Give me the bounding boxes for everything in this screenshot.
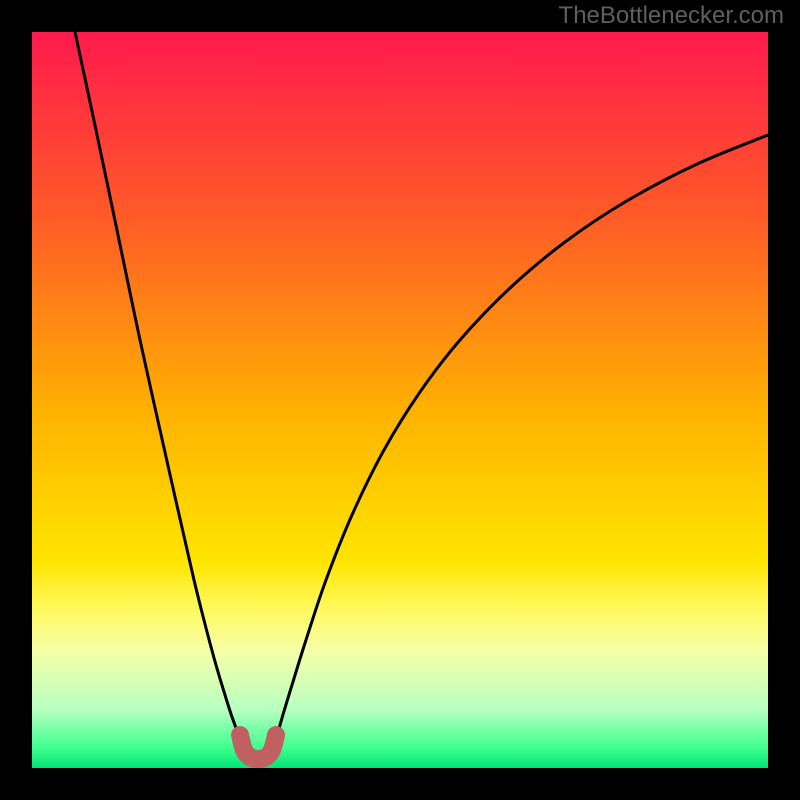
curve-left-branch bbox=[75, 32, 240, 740]
chart-curves bbox=[0, 0, 800, 800]
watermark-text: TheBottlenecker.com bbox=[559, 2, 784, 30]
curve-right-branch bbox=[276, 135, 768, 740]
chart-frame: TheBottlenecker.com bbox=[0, 0, 800, 800]
curve-notch bbox=[240, 735, 276, 759]
